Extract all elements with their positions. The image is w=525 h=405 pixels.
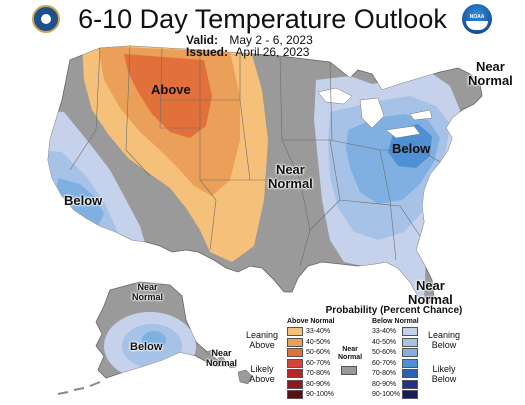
label-below-west: Below bbox=[64, 193, 103, 208]
issued-label: Issued: bbox=[186, 45, 229, 59]
state-lines bbox=[69, 46, 441, 267]
likely-above-line2: Above bbox=[249, 374, 275, 384]
near-normal-ne-line1: Near bbox=[475, 59, 505, 74]
noaa-logo-text: NOAA bbox=[469, 14, 485, 20]
valid-dates: Valid: May 2 - 6, 2023 bbox=[186, 33, 313, 47]
legend-above-bin: 50-60% bbox=[306, 349, 331, 356]
legend-above-swatch bbox=[287, 348, 303, 357]
label-below-east: Below bbox=[392, 141, 431, 156]
legend-below-bin: 60-70% bbox=[372, 359, 397, 367]
valid-value: May 2 - 6, 2023 bbox=[229, 33, 313, 47]
aleutian-islands bbox=[57, 381, 101, 395]
legend-below-swatch bbox=[402, 369, 418, 378]
department-of-commerce-seal-icon bbox=[32, 5, 60, 33]
legend-below-swatch bbox=[402, 390, 418, 399]
legend-above-header: Above Normal bbox=[287, 318, 335, 325]
legend-above-bin: 33-40% bbox=[306, 328, 331, 335]
legend-below-bin: 40-50% bbox=[372, 338, 397, 346]
near-normal-central-line1: Near bbox=[275, 162, 305, 177]
legend-title: Probability (Percent Chance) bbox=[325, 305, 463, 316]
legend-above-bin: 40-50% bbox=[306, 338, 331, 346]
conus-map bbox=[47, 45, 483, 305]
near-normal-hawaii-line2: Normal bbox=[206, 358, 238, 368]
legend-below-bin: 80-90% bbox=[372, 380, 397, 388]
near-normal-alaska-line1: Near bbox=[137, 282, 158, 292]
legend-below-swatch bbox=[402, 327, 418, 336]
near-normal-central-line2: Normal bbox=[268, 176, 313, 191]
leaning-above-line2: Above bbox=[249, 340, 275, 350]
legend-leaning-below: Leaning Below bbox=[424, 330, 464, 350]
label-near-normal-hawaii: Near Normal bbox=[206, 348, 237, 368]
above-50-contour bbox=[124, 54, 212, 138]
legend-likely-above: Likely Above bbox=[242, 364, 282, 384]
legend-above-bin: 70-80% bbox=[306, 370, 331, 377]
label-below-alaska: Below bbox=[130, 341, 163, 353]
legend-below-bin: 50-60% bbox=[372, 349, 397, 356]
alaska-below-50 bbox=[142, 331, 166, 349]
legend-likely-below: Likely Below bbox=[424, 364, 464, 384]
legend-above-swatch bbox=[287, 337, 303, 347]
valid-label: Valid: bbox=[186, 33, 219, 47]
legend-below-swatch bbox=[402, 358, 418, 368]
legend-below-bin: 33-40% bbox=[372, 328, 397, 335]
leaning-above-line1: Leaning bbox=[245, 330, 279, 340]
likely-below-line1: Likely bbox=[432, 364, 456, 374]
legend-below-swatch bbox=[402, 379, 418, 389]
legend-above-bin: 60-70% bbox=[306, 359, 331, 367]
label-near-normal-ne: Near Normal bbox=[468, 60, 513, 88]
legend-above-bin: 80-90% bbox=[306, 380, 331, 388]
legend-below-bin: 90-100% bbox=[372, 391, 401, 398]
page-title: 6-10 Day Temperature Outlook bbox=[78, 4, 447, 34]
near-normal-se-line2: Normal bbox=[408, 292, 453, 307]
legend-above-bin: 90-100% bbox=[306, 391, 335, 398]
label-near-normal-alaska: Near Normal bbox=[132, 282, 163, 302]
likely-below-line2: Below bbox=[431, 374, 457, 384]
label-near-normal-central: Near Normal bbox=[268, 163, 313, 191]
legend-below-swatch bbox=[402, 348, 418, 357]
legend-below-header: Below Normal bbox=[372, 318, 419, 325]
leaning-below-line1: Leaning bbox=[427, 330, 461, 340]
likely-above-line1: Likely bbox=[250, 364, 274, 374]
legend-near-line1: Near bbox=[342, 346, 358, 353]
legend-above-swatch bbox=[287, 390, 303, 399]
below-west-50-contour bbox=[56, 178, 104, 226]
legend-below-bin: 70-80% bbox=[372, 370, 397, 377]
issued-date: Issued: April 26, 2023 bbox=[186, 45, 309, 59]
alaska-inset bbox=[57, 281, 228, 395]
leaning-below-line2: Below bbox=[431, 340, 457, 350]
legend-near-line2: Normal bbox=[338, 354, 363, 361]
great-lakes bbox=[317, 87, 433, 139]
legend-above-swatch bbox=[287, 327, 303, 336]
legend-near-header: Near Normal bbox=[338, 346, 362, 362]
near-normal-hawaii-line1: Near bbox=[211, 348, 232, 358]
hawaii-inset bbox=[205, 349, 253, 385]
label-above: Above bbox=[151, 82, 191, 97]
legend-leaning-above: Leaning Above bbox=[242, 330, 282, 350]
legend-near-swatch bbox=[341, 366, 357, 375]
issued-value: April 26, 2023 bbox=[235, 45, 310, 59]
legend-below-swatch bbox=[402, 337, 418, 347]
near-normal-se-line1: Near bbox=[415, 278, 445, 293]
near-normal-alaska-line2: Normal bbox=[132, 292, 164, 302]
legend-above-swatch bbox=[287, 369, 303, 378]
label-near-normal-se: Near Normal bbox=[408, 279, 453, 307]
legend-above-swatch bbox=[287, 358, 303, 368]
near-normal-ne-line2: Normal bbox=[468, 73, 513, 88]
legend-above-swatch bbox=[287, 379, 303, 389]
noaa-logo-icon: NOAA bbox=[462, 4, 492, 34]
